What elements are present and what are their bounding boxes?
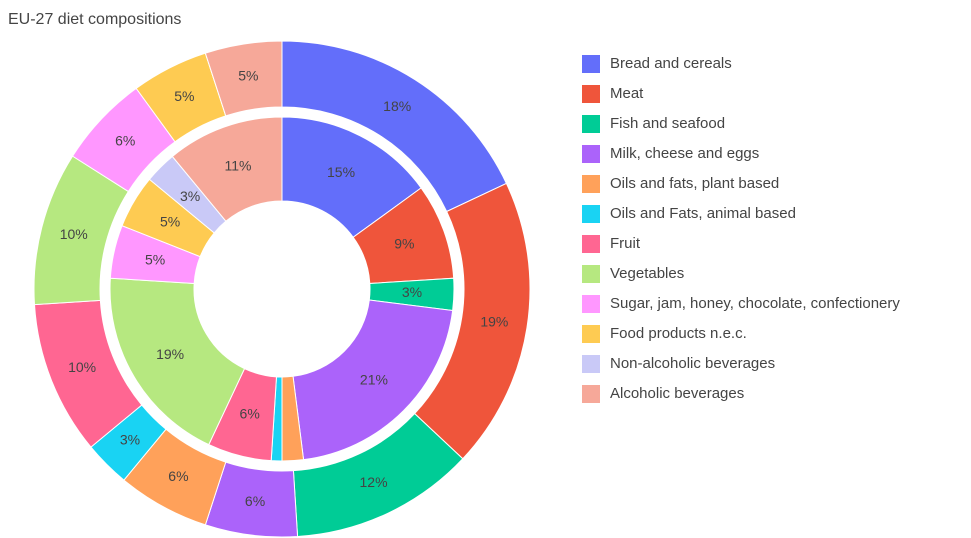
slice-label: 3% xyxy=(402,284,422,300)
slice-label: 11% xyxy=(224,157,251,173)
legend-label: Milk, cheese and eggs xyxy=(610,145,759,162)
slice-label: 5% xyxy=(160,214,180,230)
slice-label: 12% xyxy=(360,474,388,490)
legend-swatch xyxy=(582,205,600,223)
slice-label: 10% xyxy=(68,359,96,375)
slice-label: 3% xyxy=(180,188,200,204)
slice xyxy=(204,40,283,117)
legend-swatch xyxy=(582,85,600,103)
legend-label: Non-alcoholic beverages xyxy=(610,355,775,372)
slice xyxy=(109,277,246,446)
slice-label: 19% xyxy=(156,346,184,362)
legend-swatch xyxy=(582,235,600,253)
slice-label: 5% xyxy=(174,88,194,104)
legend-label: Oils and fats, plant based xyxy=(610,175,779,192)
slice-label: 6% xyxy=(245,493,265,509)
slice-label: 5% xyxy=(238,67,258,83)
legend-label: Food products n.e.c. xyxy=(610,325,747,342)
slice-label: 18% xyxy=(383,98,411,114)
chart-title: EU-27 diet compositions xyxy=(8,11,181,28)
slice-label: 15% xyxy=(327,164,355,180)
legend-swatch xyxy=(582,355,600,373)
legend-label: Oils and Fats, animal based xyxy=(610,205,796,222)
slice-label: 6% xyxy=(168,468,188,484)
slice-label: 19% xyxy=(480,313,508,329)
legend-label: Sugar, jam, honey, chocolate, confection… xyxy=(610,295,900,312)
legend-swatch xyxy=(582,175,600,193)
legend-swatch xyxy=(582,295,600,313)
legend-label: Bread and cereals xyxy=(610,55,732,72)
slice-label: 6% xyxy=(115,133,135,149)
legend-swatch xyxy=(582,325,600,343)
slice-label: 9% xyxy=(394,236,414,252)
legend-swatch xyxy=(582,115,600,133)
slice xyxy=(292,299,454,461)
slice xyxy=(171,116,283,222)
legend-label: Fruit xyxy=(610,235,641,252)
slice-label: 3% xyxy=(120,432,140,448)
slice-label: 6% xyxy=(240,406,260,422)
slice-label: 5% xyxy=(145,251,165,267)
slice-label: 21% xyxy=(360,372,388,388)
legend-swatch xyxy=(582,265,600,283)
legend-label: Alcoholic beverages xyxy=(610,385,744,402)
legend-swatch xyxy=(582,145,600,163)
legend-label: Meat xyxy=(610,85,644,102)
legend-swatch xyxy=(582,55,600,73)
legend-label: Fish and seafood xyxy=(610,115,725,132)
legend-label: Vegetables xyxy=(610,265,684,282)
legend-swatch xyxy=(582,385,600,403)
slice-label: 10% xyxy=(60,226,88,242)
